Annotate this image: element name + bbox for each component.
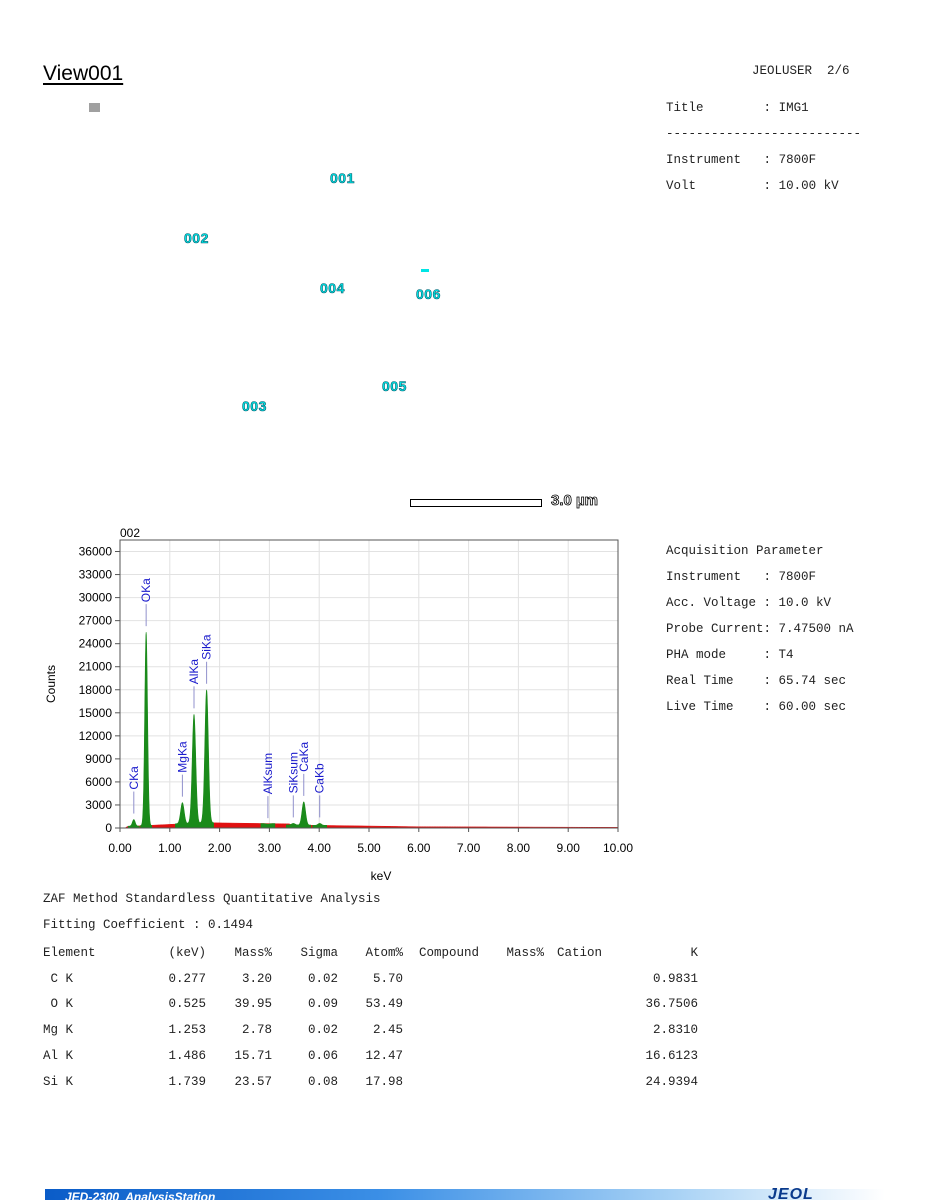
image-marker-square <box>89 103 100 112</box>
y-tick-label: 30000 <box>79 591 113 605</box>
table-row: Si K 1.739 23.57 0.08 17.98 24.9394 <box>43 1074 698 1086</box>
col-header-kev: (keV) <box>168 945 206 960</box>
spectrum-traces <box>120 632 619 829</box>
x-tick-label: 1.00 <box>158 841 182 855</box>
info-title-row: Title : IMG1 <box>666 101 809 115</box>
y-tick-label: 3000 <box>85 798 112 812</box>
peak-label-AlKsum: AlKsum <box>261 753 275 794</box>
scale-bar-label: 3.0 µm <box>551 492 599 510</box>
y-tick-label: 15000 <box>79 706 113 720</box>
acq-probe-current-row: Probe Current: 7.47500 nA <box>666 622 854 636</box>
scale-bar <box>410 499 542 507</box>
y-tick-label: 9000 <box>85 752 112 766</box>
header-user-page: JEOLUSER 2/6 <box>752 64 850 78</box>
peak-label-AlKa: AlKa <box>187 659 201 685</box>
col-header-compound: Compound <box>418 945 479 960</box>
col-header-atom: Atom% <box>365 945 403 960</box>
peak-CKa <box>127 819 140 829</box>
jeol-logo: JEOL <box>768 1186 814 1203</box>
y-tick-label: 0 <box>105 821 112 835</box>
point-marker-006 <box>421 269 429 272</box>
y-tick-label: 18000 <box>79 683 113 697</box>
acq-voltage-row: Acc. Voltage : 10.0 kV <box>666 596 832 610</box>
acq-pha-mode-row: PHA mode : T4 <box>666 648 794 662</box>
x-axis-label: keV <box>371 869 392 883</box>
chart-title: 002 <box>120 526 140 540</box>
peak-label-CaKa: CaKa <box>297 742 311 772</box>
peak-CaKa <box>296 801 312 829</box>
peak-label-OKa: OKa <box>139 578 153 602</box>
y-tick-label: 24000 <box>79 637 113 651</box>
x-tick-label: 9.00 <box>557 841 581 855</box>
peak-label-MgKa: MgKa <box>175 741 189 773</box>
acq-live-time-row: Live Time : 60.00 sec <box>666 700 847 714</box>
point-label-003[interactable]: 003 <box>242 398 267 415</box>
acq-real-time-row: Real Time : 65.74 sec <box>666 674 847 688</box>
peak-label-CaKb: CaKb <box>313 763 327 793</box>
y-tick-label: 27000 <box>79 614 113 628</box>
point-label-001[interactable]: 001 <box>330 170 355 187</box>
info-volt-row: Volt : 10.00 kV <box>666 179 839 193</box>
chart-grid <box>120 540 618 828</box>
peak-label-CKa: CKa <box>127 766 141 790</box>
peak-AlKa <box>186 714 202 829</box>
col-header-sigma: Sigma <box>300 945 338 960</box>
x-tick-label: 4.00 <box>308 841 332 855</box>
info-divider: -------------------------- <box>666 127 862 141</box>
table-row: Al K 1.486 15.71 0.06 12.47 16.6123 <box>43 1049 698 1064</box>
x-tick-label: 3.00 <box>258 841 282 855</box>
y-tick-label: 21000 <box>79 660 113 674</box>
x-tick-label: 6.00 <box>407 841 431 855</box>
table-row: Mg K 1.253 2.78 0.02 2.45 2.8310 <box>43 1023 698 1038</box>
point-label-004[interactable]: 004 <box>320 280 345 297</box>
x-tick-label: 2.00 <box>208 841 232 855</box>
peak-label-SiKa: SiKa <box>200 634 214 660</box>
col-header-element: Element <box>43 945 96 960</box>
x-tick-label: 8.00 <box>507 841 531 855</box>
col-header-cation: Cation <box>556 945 602 960</box>
chart-axes: 0.00 1.00 2.00 3.00 4.00 5.00 6.00 7.00 8.00 9.00… <box>79 545 634 855</box>
footer-bar <box>45 1189 885 1200</box>
acq-instrument-row: Instrument : 7800F <box>666 570 817 584</box>
zaf-fitting-coefficient: Fitting Coefficient : 0.1494 <box>43 918 254 932</box>
table-row: C K 0.277 3.20 0.02 5.70 0.9831 <box>43 971 699 986</box>
info-instrument-row: Instrument : 7800F <box>666 153 817 167</box>
col-header-mass: Mass% <box>234 945 272 960</box>
peak-SiKa <box>199 689 214 829</box>
zaf-results-table: Element (keV) Mass% Sigma Atom% Compound… <box>43 940 698 1086</box>
y-axis-label: Counts <box>44 665 58 703</box>
footer-product-name: JED-2300 AnalysisStation <box>65 1190 216 1204</box>
x-tick-label: 7.00 <box>457 841 481 855</box>
peak-label-SiKsum: SiKsum <box>286 752 300 793</box>
y-tick-label: 12000 <box>79 729 113 743</box>
peak-OKa <box>140 632 153 829</box>
acq-heading: Acquisition Parameter <box>666 544 824 558</box>
x-tick-label: 0.00 <box>108 841 132 855</box>
plot-frame <box>119 539 619 829</box>
peak-AlKsum <box>260 823 276 829</box>
table-row: O K 0.525 39.95 0.09 53.49 36.7506 <box>43 997 699 1012</box>
y-tick-label: 33000 <box>79 568 113 582</box>
view-title: View001 <box>43 62 124 85</box>
y-tick-label: 36000 <box>79 545 113 559</box>
col-header-k: K <box>690 945 698 960</box>
point-label-002[interactable]: 002 <box>184 230 209 247</box>
peak-CaKb <box>312 823 327 829</box>
point-label-005[interactable]: 005 <box>382 378 407 395</box>
x-tick-label: 5.00 <box>357 841 381 855</box>
point-label-006[interactable]: 006 <box>416 286 441 303</box>
x-tick-label: 10.00 <box>603 841 633 855</box>
table-header-row: Element (keV) Mass% Sigma Atom% Compound… <box>43 940 698 966</box>
eds-spectrum-chart: 0.00 1.00 2.00 3.00 4.00 5.00 6.00 7.00 8.00 9.00… <box>44 526 634 883</box>
zaf-method-title: ZAF Method Standardless Quantitative Ana… <box>43 892 381 906</box>
y-tick-label: 6000 <box>85 775 112 789</box>
col-header-compound-mass: Mass% <box>506 945 544 960</box>
